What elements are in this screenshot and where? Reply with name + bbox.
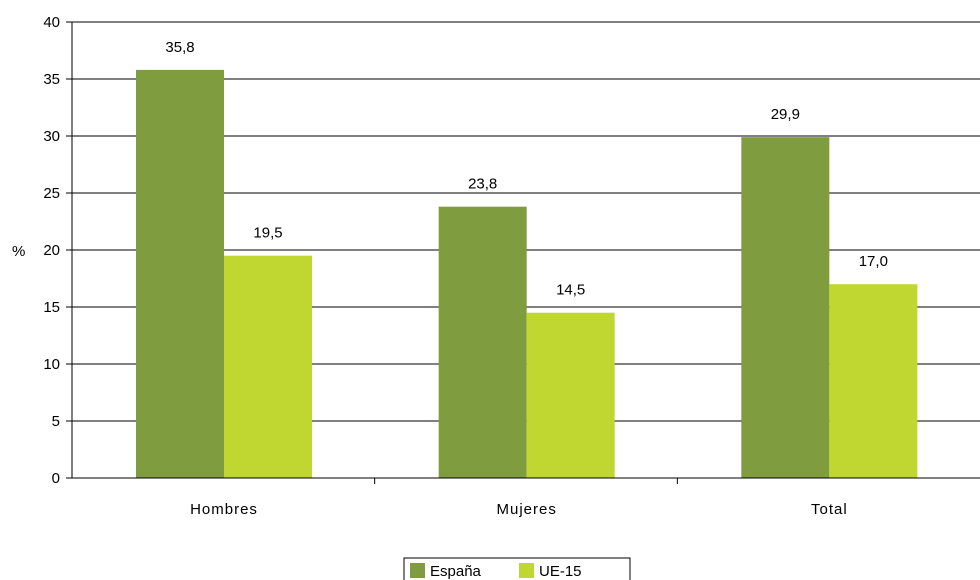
y-tick-label: 15 [43, 299, 60, 316]
data-label: 14,5 [556, 282, 585, 299]
data-label: 35,8 [165, 39, 194, 56]
data-label: 29,9 [771, 106, 800, 123]
data-labels: 35,8 19,5 23,8 14,5 29,9 17,0 [165, 39, 888, 299]
data-label: 19,5 [253, 225, 282, 242]
data-label: 17,0 [859, 253, 888, 270]
legend-swatch [410, 563, 425, 578]
category-label: Mujeres [496, 501, 556, 518]
y-tick-label: 40 [43, 14, 60, 31]
bar-espa-a-mujeres [438, 206, 527, 478]
bars [136, 69, 918, 478]
y-tick-label: 20 [43, 242, 60, 259]
bar-ue-15-mujeres [526, 312, 615, 478]
category-label: Hombres [190, 501, 258, 518]
y-axis-label: % [12, 243, 25, 260]
axes: 0 5 10 15 20 25 30 35 40 Hombres Mujeres Total [43, 14, 980, 518]
bar-ue-15-total [829, 284, 918, 478]
y-tick-label: 5 [52, 413, 60, 430]
legend-box [403, 557, 631, 580]
category-label: Total [811, 501, 848, 518]
bar-espa-a-hombres [136, 69, 224, 478]
legend-swatch [519, 563, 534, 578]
y-tick-label: 30 [43, 128, 60, 145]
legend-label: UE-15 [539, 563, 582, 580]
bar-espa-a-total [741, 137, 830, 478]
y-tick-label: 10 [43, 356, 60, 373]
y-tick-label: 25 [43, 185, 60, 202]
bar-ue-15-hombres [224, 255, 312, 478]
data-label: 23,8 [468, 176, 497, 193]
legend: España UE-15 [403, 557, 631, 580]
y-tick-label: 35 [43, 71, 60, 88]
y-tick-label: 0 [52, 470, 60, 487]
legend-label: España [430, 563, 482, 580]
